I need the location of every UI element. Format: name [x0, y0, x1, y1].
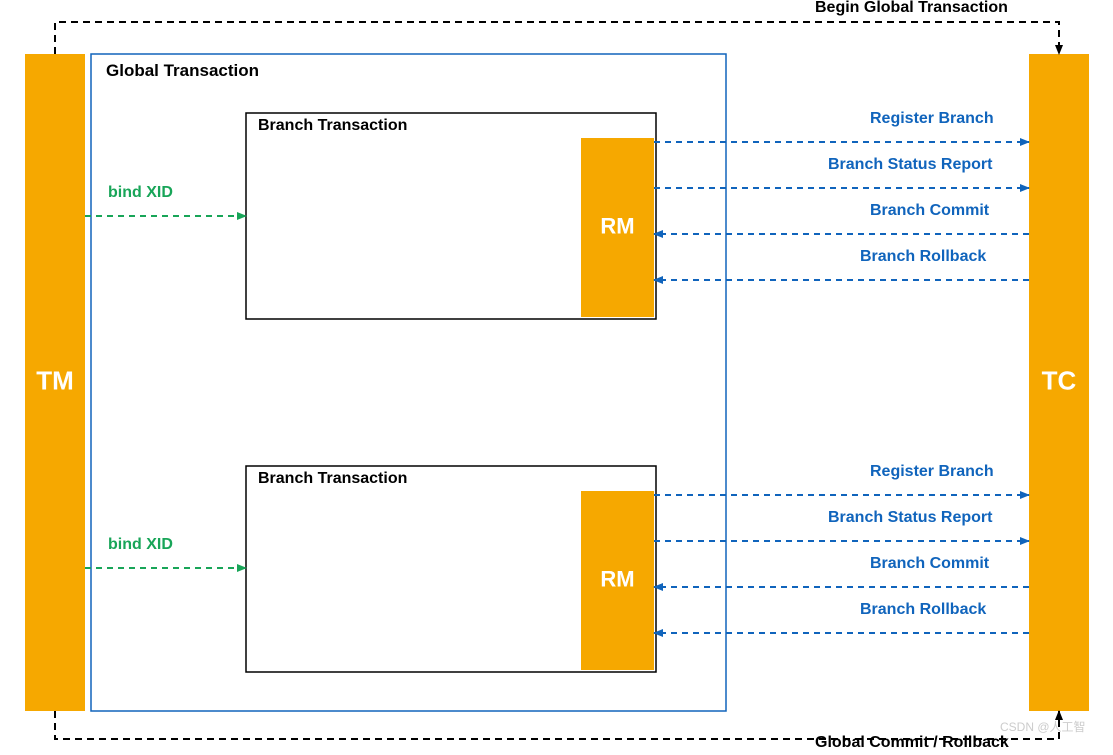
tc-label: TC [1042, 365, 1077, 395]
rm1-label: RM [600, 213, 634, 238]
rm2-label: RM [600, 566, 634, 591]
edge-label-bind_xid_2: bind XID [108, 536, 173, 554]
edge-label-branch_rollback_2: Branch Rollback [860, 601, 986, 619]
edge-label-status_report_1: Branch Status Report [828, 156, 992, 174]
tm-label: TM [36, 365, 74, 395]
global_box-label: Global Transaction [106, 61, 259, 81]
branch1-label: Branch Transaction [258, 117, 407, 135]
edge-label-global_commit_rollback: Global Commit / Rollback [815, 734, 1009, 752]
watermark: CSDN @人工智 [1000, 718, 1086, 735]
edge-label-branch_commit_2: Branch Commit [870, 555, 989, 573]
edge-label-reg_branch_2: Register Branch [870, 463, 994, 481]
edge-label-branch_rollback_1: Branch Rollback [860, 248, 986, 266]
edge-begin_global [55, 22, 1059, 54]
edge-label-reg_branch_1: Register Branch [870, 110, 994, 128]
edge-label-branch_commit_1: Branch Commit [870, 202, 989, 220]
branch2-label: Branch Transaction [258, 470, 407, 488]
edge-label-begin_global: Begin Global Transaction [815, 0, 1008, 17]
edge-label-status_report_2: Branch Status Report [828, 509, 992, 527]
edge-label-bind_xid_1: bind XID [108, 184, 173, 202]
transaction-diagram: TM TC RM RM Global Transaction Branch Transac… [0, 0, 1113, 755]
